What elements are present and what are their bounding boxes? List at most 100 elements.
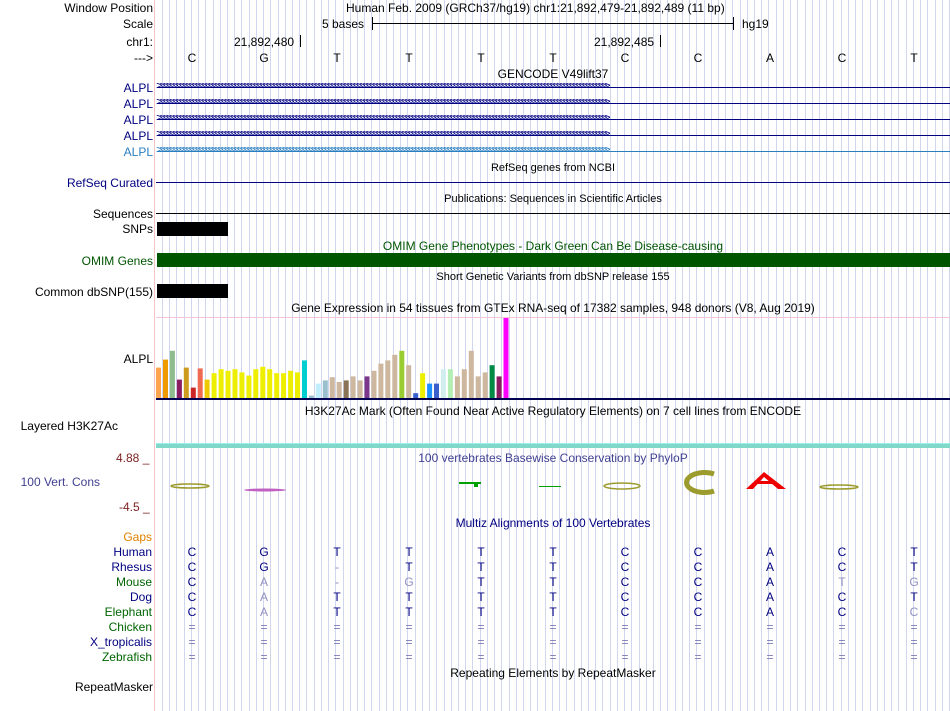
grid-line xyxy=(184,0,185,711)
alignment-base: T xyxy=(549,560,557,574)
gtex-tissue-bar[interactable] xyxy=(308,395,314,398)
h3k27ac-label[interactable]: Layered H3K27Ac xyxy=(20,419,118,433)
species-label[interactable]: Rhesus xyxy=(111,560,152,574)
alignment-base: G xyxy=(259,545,269,559)
gencode-track-label[interactable]: ALPL xyxy=(123,113,153,127)
gtex-tissue-bar[interactable] xyxy=(350,376,356,398)
gtex-tissue-bar[interactable] xyxy=(156,367,161,398)
gtex-tissue-bar[interactable] xyxy=(406,365,412,398)
gtex-tissue-bar[interactable] xyxy=(434,383,439,398)
gtex-tissue-bar[interactable] xyxy=(163,359,168,398)
publications-line[interactable] xyxy=(156,213,950,214)
gtex-tissue-bar[interactable] xyxy=(420,373,426,398)
gtex-tissue-bar[interactable] xyxy=(295,372,300,398)
snps-feature[interactable] xyxy=(157,222,228,236)
repeatmasker-label[interactable]: RepeatMasker xyxy=(74,680,153,694)
dbsnp-feature[interactable] xyxy=(157,284,228,298)
gtex-tissue-bar[interactable] xyxy=(343,380,349,398)
gtex-tissue-bar[interactable] xyxy=(503,318,509,398)
gtex-tissue-bar[interactable] xyxy=(281,373,287,398)
species-label[interactable]: Elephant xyxy=(104,605,152,619)
gtex-tissue-bar[interactable] xyxy=(267,369,273,398)
omim-feature[interactable] xyxy=(157,253,950,267)
gtex-tissue-bar[interactable] xyxy=(204,379,210,398)
gencode-transcript[interactable] xyxy=(157,151,950,152)
publications-label[interactable]: Sequences xyxy=(92,207,153,221)
gtex-tissue-bar[interactable] xyxy=(461,369,467,398)
gtex-tissue-bar[interactable] xyxy=(427,383,433,398)
grid-line xyxy=(747,0,748,711)
gtex-tissue-bar[interactable] xyxy=(329,377,335,398)
gtex-tissue-bar[interactable] xyxy=(475,376,481,398)
gtex-tissue-bar[interactable] xyxy=(336,382,342,398)
phylop-logo[interactable] xyxy=(156,466,950,496)
gencode-transcript[interactable] xyxy=(157,103,950,104)
gaps-label[interactable]: Gaps xyxy=(123,530,152,544)
grid-line xyxy=(256,0,257,711)
alignment-base: T xyxy=(477,605,485,619)
gencode-track-label[interactable]: ALPL xyxy=(123,97,153,111)
gtex-tissue-bar[interactable] xyxy=(364,376,370,398)
gtex-tissue-bar[interactable] xyxy=(378,363,384,398)
gtex-tissue-bar[interactable] xyxy=(225,370,231,398)
gtex-tissue-bar[interactable] xyxy=(392,354,398,398)
gtex-tissue-bar[interactable] xyxy=(197,368,203,398)
window-position-value: Human Feb. 2009 (GRCh37/hg19) chr1:21,89… xyxy=(346,1,725,15)
refseq-line[interactable] xyxy=(156,182,950,183)
gtex-tissue-bar[interactable] xyxy=(232,369,238,398)
gtex-tissue-bar[interactable] xyxy=(399,350,405,398)
species-label[interactable]: Zebrafish xyxy=(101,650,152,664)
gtex-tissue-bar[interactable] xyxy=(190,387,196,398)
gtex-tissue-bar[interactable] xyxy=(274,373,280,398)
gencode-transcript[interactable] xyxy=(157,119,950,120)
gtex-tissue-bar[interactable] xyxy=(260,366,266,398)
gencode-transcript[interactable] xyxy=(157,135,950,136)
grid-line xyxy=(927,0,928,711)
gtex-tissue-bar[interactable] xyxy=(496,376,502,398)
gtex-tissue-bar[interactable] xyxy=(315,383,321,398)
species-label[interactable]: Dog xyxy=(129,590,152,604)
gtex-tissue-bar[interactable] xyxy=(211,373,217,398)
gtex-tissue-bar[interactable] xyxy=(239,372,245,398)
species-label[interactable]: Chicken xyxy=(108,620,152,634)
gtex-tissue-bar[interactable] xyxy=(218,369,224,398)
gtex-tissue-bar[interactable] xyxy=(302,360,307,398)
gtex-tissue-bar[interactable] xyxy=(482,372,488,398)
gtex-tissue-bar[interactable] xyxy=(385,360,391,398)
gtex-tissue-bar[interactable] xyxy=(246,375,252,398)
species-label[interactable]: X_tropicalis xyxy=(89,635,152,649)
gtex-tissue-bar[interactable] xyxy=(440,369,446,398)
gtex-tissue-bar[interactable] xyxy=(253,369,259,398)
grid-line xyxy=(458,0,459,711)
species-label[interactable]: Human xyxy=(113,545,152,559)
gtex-tissue-bar[interactable] xyxy=(468,350,474,398)
gtex-tissue-bar[interactable] xyxy=(371,370,377,398)
gtex-tissue-bar[interactable] xyxy=(357,380,363,398)
gtex-tissue-bar[interactable] xyxy=(413,393,419,398)
alignment-base: = xyxy=(405,635,413,649)
gtex-tissue-bar[interactable] xyxy=(288,370,294,398)
gtex-label[interactable]: ALPL xyxy=(123,352,153,366)
h3k27ac-signal[interactable] xyxy=(156,443,950,448)
gencode-track-label[interactable]: ALPL xyxy=(123,145,153,159)
gtex-tissue-bar[interactable] xyxy=(489,365,495,398)
refseq-label[interactable]: RefSeq Curated xyxy=(66,176,153,190)
base-letter: C xyxy=(693,51,703,65)
gtex-bar-chart[interactable] xyxy=(156,318,950,398)
gtex-tissue-bar[interactable] xyxy=(176,379,182,398)
gtex-tissue-bar[interactable] xyxy=(447,369,453,398)
gencode-track-label[interactable]: ALPL xyxy=(123,129,153,143)
species-label[interactable]: Mouse xyxy=(115,575,152,589)
gencode-transcript[interactable] xyxy=(157,87,950,88)
gtex-tissue-bar[interactable] xyxy=(169,350,175,398)
gtex-tissue-bar[interactable] xyxy=(322,380,328,398)
gtex-tissue-bar[interactable] xyxy=(454,376,460,398)
gencode-track-label[interactable]: ALPL xyxy=(123,81,153,95)
alignment-base: = xyxy=(549,635,557,649)
phylop-label[interactable]: 100 Vert. Cons xyxy=(20,475,100,489)
dbsnp-label[interactable]: Common dbSNP(155) xyxy=(34,285,153,299)
omim-label[interactable]: OMIM Genes xyxy=(81,254,153,268)
gtex-tissue-bar[interactable] xyxy=(183,367,189,398)
snps-label[interactable]: SNPs xyxy=(122,222,153,236)
